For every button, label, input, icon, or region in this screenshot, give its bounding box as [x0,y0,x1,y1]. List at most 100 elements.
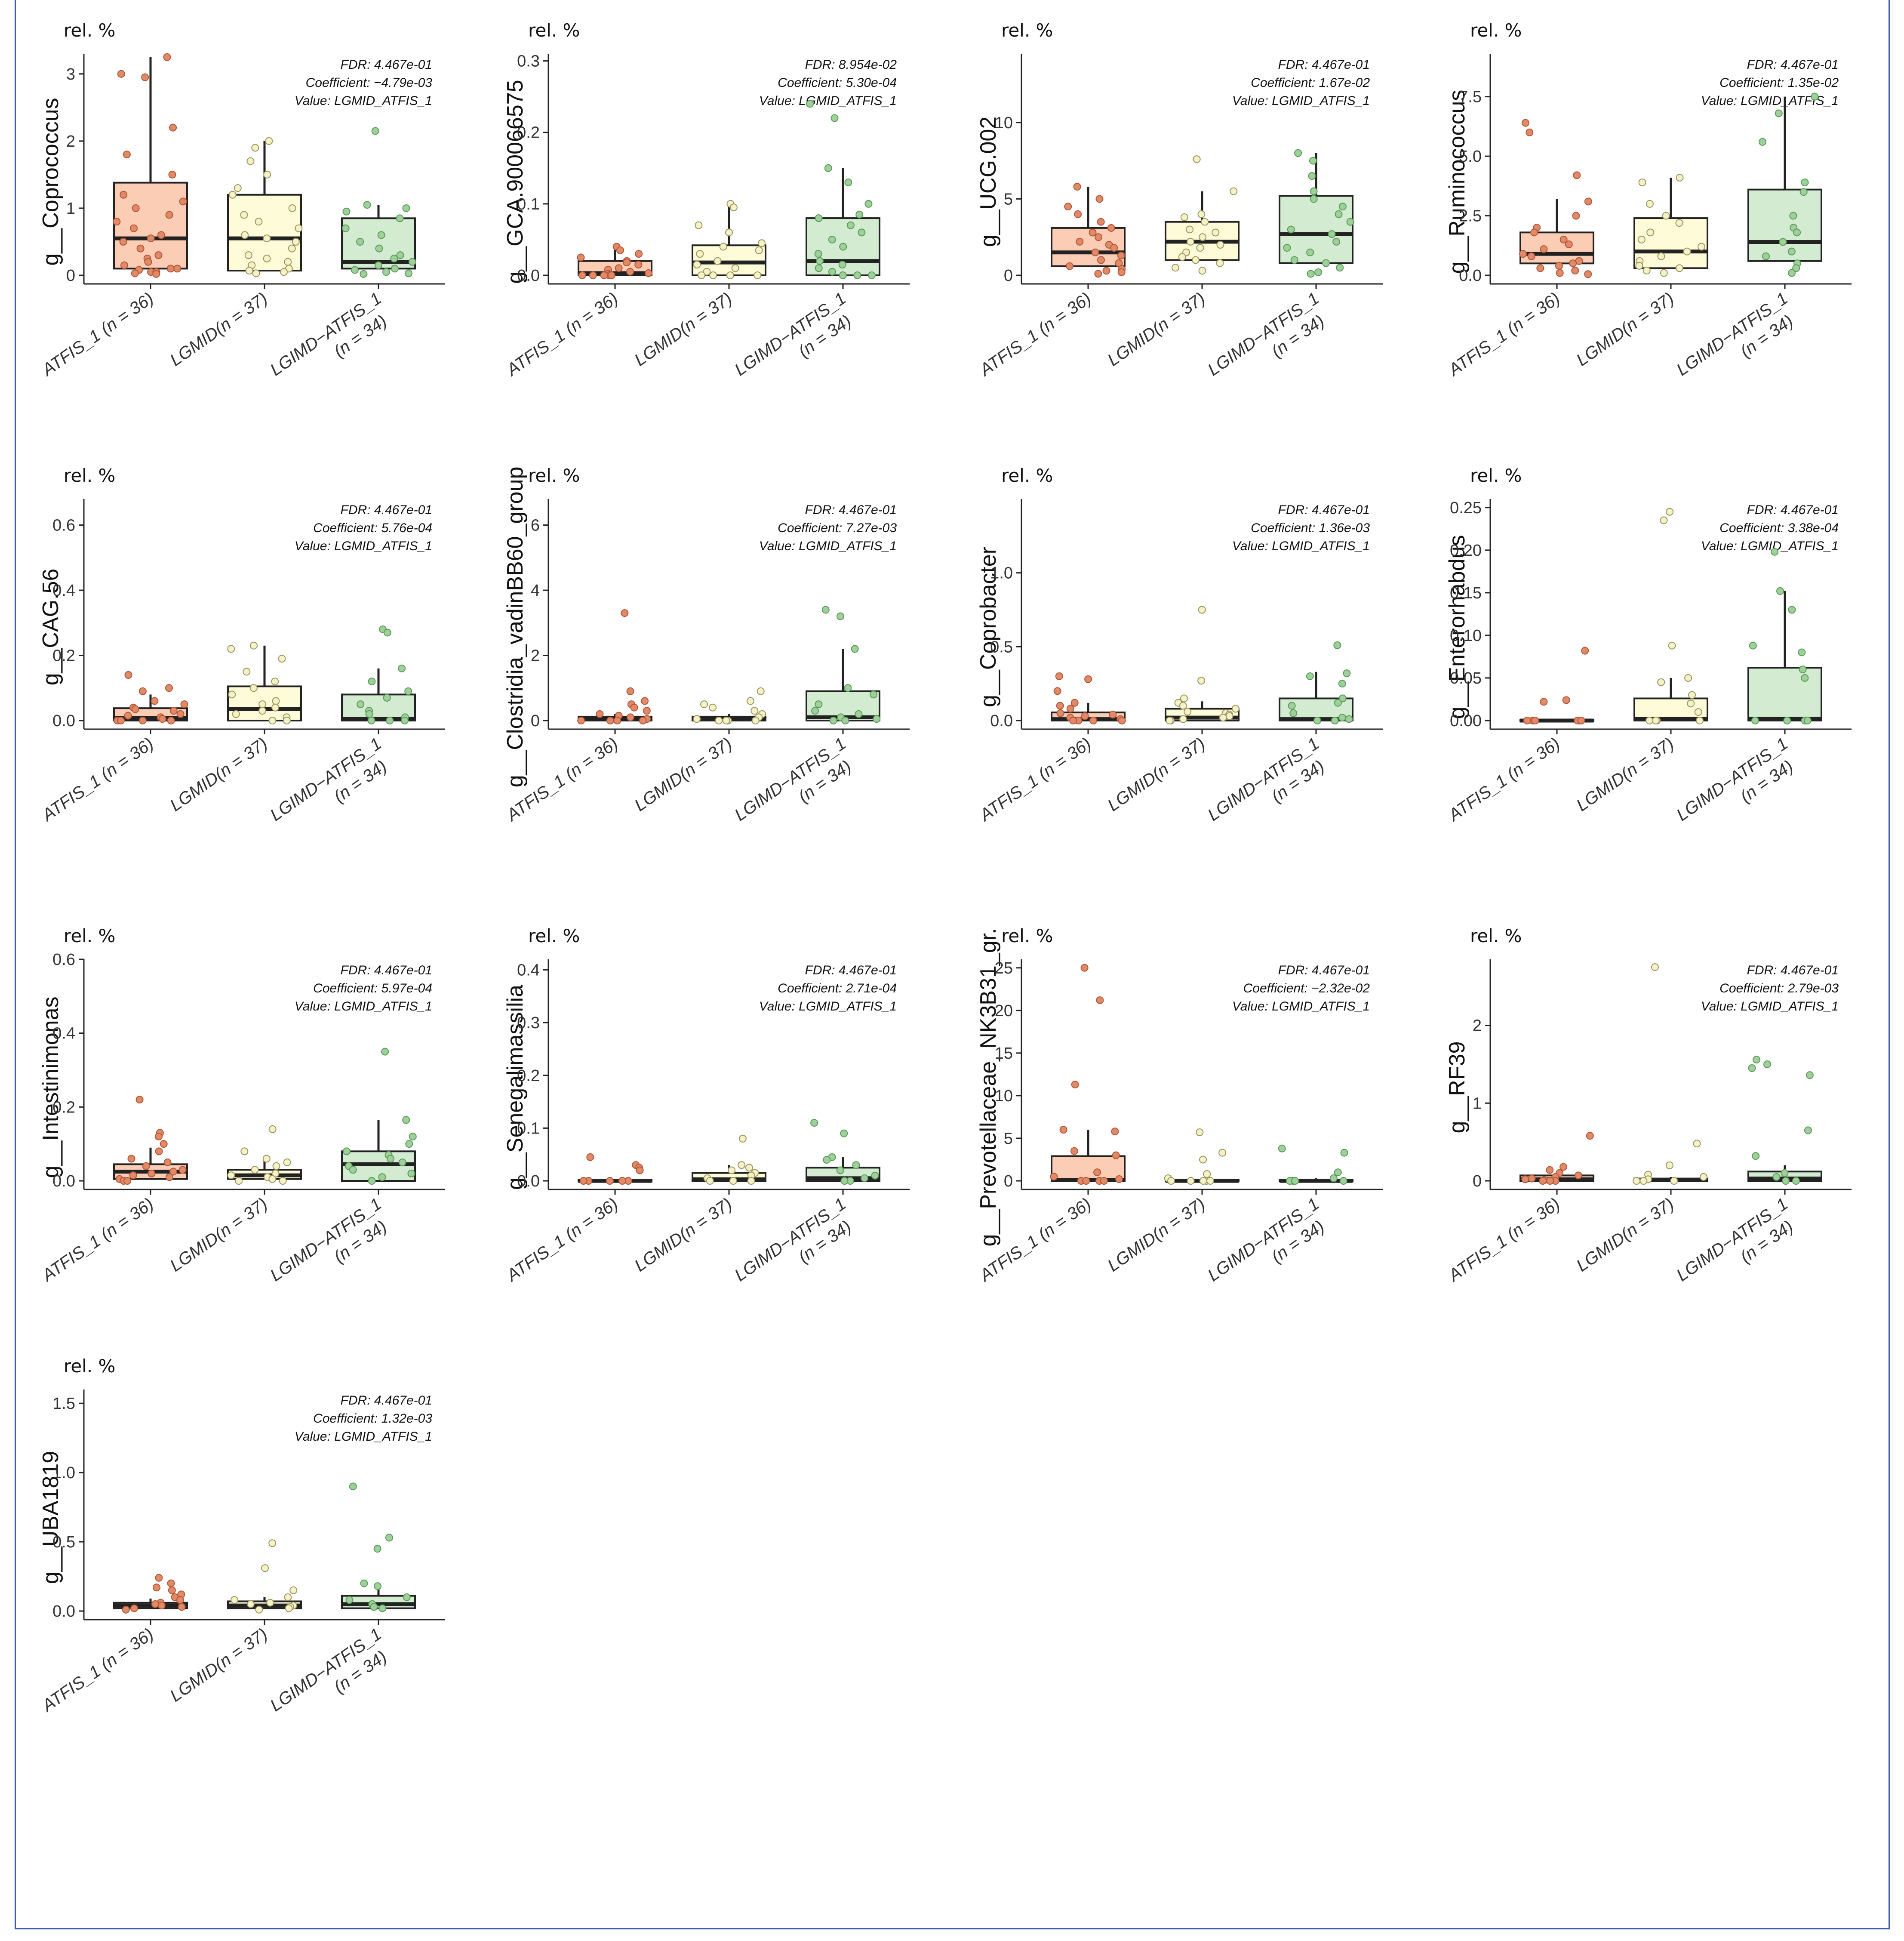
data-point [1683,247,1691,256]
data-point [1662,212,1670,220]
data-point [1102,267,1110,275]
data-point [169,123,177,132]
data-point [1789,212,1797,220]
x-tick-label-group: LGMID(n = 37) [1573,734,1677,815]
coefficient-label: Coefficient: 1.32e-03 [313,1411,432,1426]
data-point [700,700,708,709]
data-point [751,717,760,724]
y-tick-label: 0.3 [517,52,540,71]
data-point [261,1564,269,1572]
coefficient-label: Coefficient: −4.79e-03 [306,76,433,90]
data-point [285,1604,293,1612]
data-point [1313,717,1321,724]
rel-label: rel. % [1001,925,1053,946]
data-point [1332,237,1341,246]
x-tick-label-group: LGMID(n = 37) [1104,734,1209,815]
data-point [130,224,138,232]
x-tick-label-group: LGMID(n = 37) [631,1194,735,1275]
data-point [1080,964,1089,972]
data-point [245,267,253,275]
data-point [634,261,643,269]
data-point [360,1579,368,1587]
data-point [815,214,823,222]
data-point [1665,1161,1673,1169]
x-tick-label: LGMID(n = 37) [1104,734,1209,815]
data-point [1528,1174,1536,1183]
x-tick-label: ATFIS_1 (n = 36) [1444,289,1563,380]
data-point [1307,270,1315,278]
y-tick-label: 0.6 [52,517,75,535]
rel-label: rel. % [64,925,115,946]
data-point [1792,264,1800,272]
panel-13: rel. % g__UBA1819 0.0 0.5 1.0 1.5 FDR: 4.467e-… [38,1356,445,1716]
data-point [373,1545,381,1553]
data-point [1573,171,1581,179]
data-point [729,203,738,212]
data-point [1225,712,1233,720]
data-point [345,1596,354,1604]
fdr-label: FDR: 4.467e-01 [805,963,897,977]
data-point [138,687,147,695]
data-point [824,164,832,172]
data-point [1071,1081,1079,1089]
data-point [278,655,286,663]
x-tick-label-group: LGIMD−ATFIS_1(n = 34) [1204,1194,1328,1285]
data-point [1811,92,1819,101]
value-label: Value: LGMID_ATFIS_1 [295,999,432,1014]
data-point [1699,1173,1707,1181]
data-point [1759,138,1767,146]
data-point [715,717,723,724]
data-point [117,717,125,724]
data-point [377,231,385,239]
rel-label: rel. % [64,20,115,41]
data-point [284,1593,292,1601]
fdr-label: FDR: 4.467e-01 [341,963,432,977]
data-point [1117,251,1125,259]
data-point [1675,219,1683,227]
data-point [851,645,859,653]
data-point [283,1158,291,1167]
value-label: Value: LGMID_ATFIS_1 [295,1430,432,1444]
y-tick-label: 0.0 [52,1172,75,1190]
data-point [606,1177,614,1185]
data-point [703,268,711,276]
data-point [374,1582,382,1590]
data-point [1310,187,1318,195]
data-point [166,265,175,273]
data-point [1166,717,1174,724]
data-point [1546,1177,1554,1185]
data-point [643,707,651,715]
data-point [714,257,722,265]
data-point [271,678,279,686]
x-tick-label: ATFIS_1 (n = 36) [38,289,157,380]
data-point [152,270,160,278]
x-tick-label-group: ATFIS_1 (n = 36) [1444,289,1563,380]
data-point [844,684,852,692]
data-point [1066,262,1074,270]
data-point [1577,717,1585,724]
data-point [1082,1177,1090,1185]
coefficient-label: Coefficient: 2.79e-03 [1719,981,1839,995]
y-axis-label: g__Senegalimassilia [503,985,528,1190]
data-point [1100,1177,1108,1185]
x-tick-label: ATFIS_1 (n = 36) [975,734,1095,825]
data-point [639,717,647,724]
y-tick-label: 0.0 [52,1602,75,1621]
data-point [382,268,390,276]
y-tick-label: 0.2 [52,1098,75,1116]
data-point [232,710,240,718]
data-point [357,700,365,709]
data-point [695,221,703,229]
data-point [120,191,128,199]
data-point [831,114,839,122]
data-point [810,1119,818,1127]
data-point [1097,218,1105,226]
data-point [1687,699,1695,708]
data-point [1801,674,1809,682]
y-axis-label: g__UBA1819 [38,1451,63,1584]
data-point [1331,717,1339,724]
coefficient-label: Coefficient: 5.30e-04 [778,76,897,90]
data-point [169,1168,177,1176]
data-point [1070,699,1079,707]
data-point [589,271,597,279]
